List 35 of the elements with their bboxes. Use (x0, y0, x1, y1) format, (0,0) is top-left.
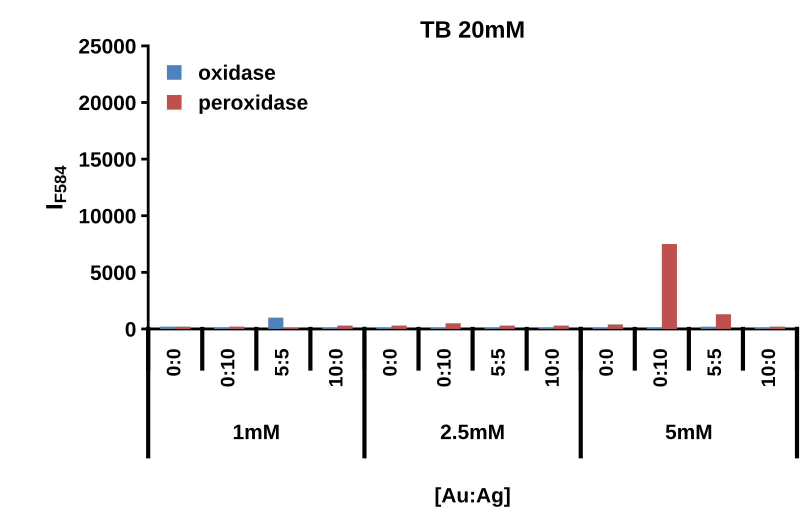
text: 5mM (666, 424, 712, 440)
legend-label: peroxidase (200, 94, 308, 114)
x-tick-label: 5:5 (491, 348, 505, 376)
x-axis-title: [Au:Ag] (436, 487, 510, 507)
y-tick-label: 25000 (79, 38, 136, 54)
x-tick-label: 10:0 (328, 349, 343, 386)
x-tick-label: 5:5 (275, 348, 289, 376)
y-tick-label: 15000 (80, 152, 136, 167)
chart-title: TB 20mM (420, 21, 524, 38)
bar (554, 326, 569, 329)
bar (446, 323, 461, 329)
y-axis-title: I$_{F584}$ (46, 166, 66, 208)
legend-label: oxidase (199, 64, 276, 80)
bar (716, 314, 732, 329)
bar (662, 244, 677, 329)
text: 2.5mM (440, 424, 504, 440)
bar (337, 326, 353, 329)
y-tick-label: 5000 (90, 265, 136, 280)
bar (268, 318, 284, 329)
y-tick-label: 20000 (79, 96, 136, 110)
text: 1mM (234, 424, 279, 440)
x-tick-label: 0:0 (599, 349, 613, 376)
x-tick-label: 0:10 (437, 349, 451, 387)
x-tick-label: 5:5 (708, 348, 722, 376)
x-tick-label: 10:0 (545, 349, 559, 386)
bar (500, 326, 515, 329)
x-tick-label: 0:10 (653, 349, 668, 387)
x-tick-label: 0:0 (166, 349, 180, 376)
x-tick-label: 0:0 (382, 349, 397, 376)
x-tick-label: 0:10 (220, 349, 235, 387)
bar (608, 324, 623, 329)
y-tick-label: 0 (126, 322, 136, 337)
y-tick-label: 10000 (80, 208, 136, 224)
bar (391, 326, 407, 329)
x-tick-label: 10:0 (761, 349, 776, 386)
